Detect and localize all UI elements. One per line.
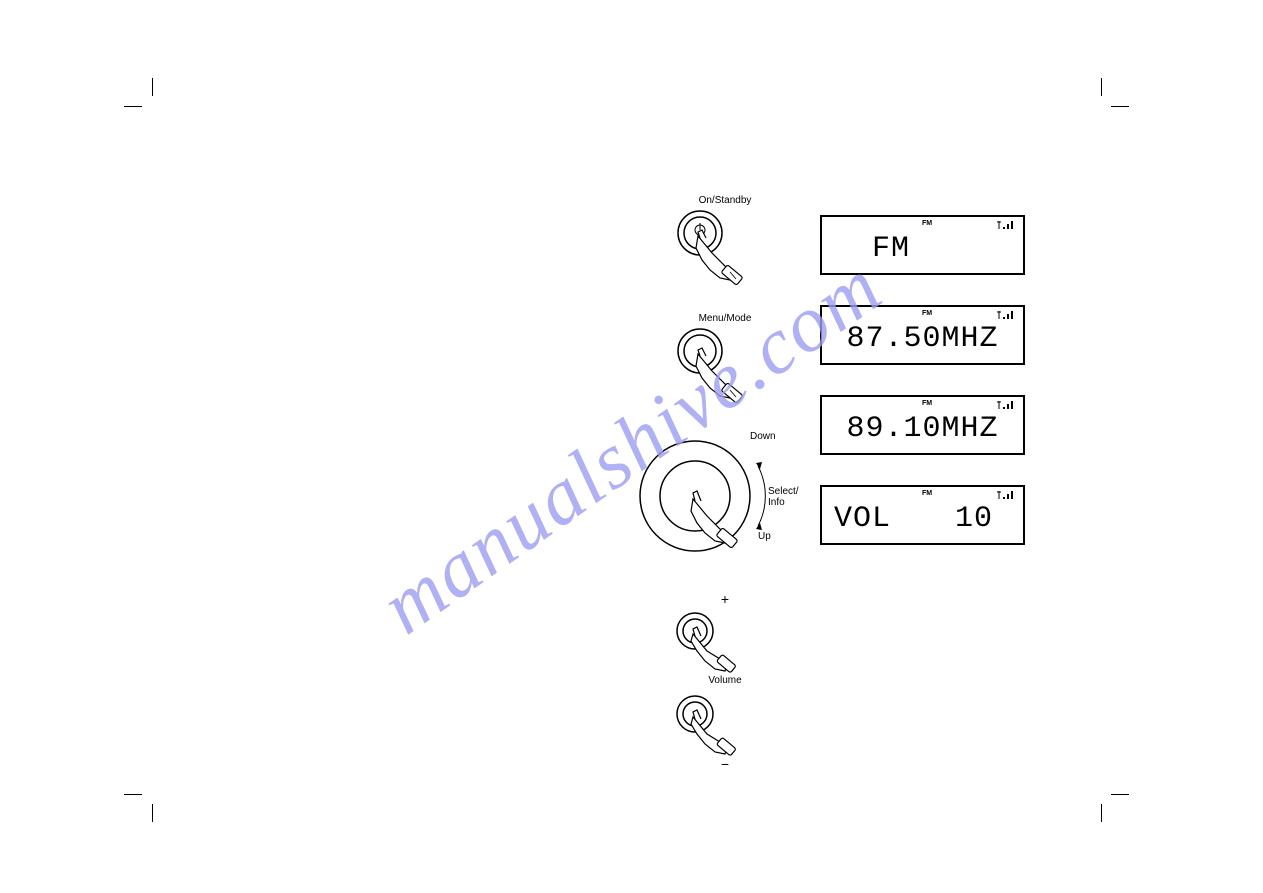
on-standby-button-icon bbox=[670, 208, 750, 308]
lcd2-fm-indicator: FM bbox=[922, 310, 932, 317]
lcd4-signal-icon bbox=[997, 489, 1015, 501]
rotary-dial-group: Down Select/ Info Up bbox=[640, 431, 780, 581]
lcd1-main-text: FM bbox=[822, 232, 1023, 266]
volume-plus-group: + Volume bbox=[670, 591, 780, 686]
lcd-display-3: FM 89.10MHZ bbox=[820, 395, 1025, 455]
on-standby-group: On/Standby bbox=[670, 195, 780, 308]
menu-mode-button-icon bbox=[670, 326, 750, 426]
lcd3-main-text: 89.10MHZ bbox=[822, 412, 1023, 446]
volume-minus-group: − bbox=[670, 692, 780, 772]
lcd1-signal-icon bbox=[997, 219, 1015, 231]
dial-down-label: Down bbox=[750, 431, 776, 442]
lcd4-fm-indicator: FM bbox=[922, 490, 932, 497]
displays-column: FM FM FM 87.50MHZ FM 89.10MHZ FM VOL 10 bbox=[820, 215, 1025, 575]
dial-info-label: Info bbox=[768, 497, 785, 508]
volume-plus-label: + bbox=[670, 591, 780, 607]
lcd-display-1: FM FM bbox=[820, 215, 1025, 275]
lcd3-signal-icon bbox=[997, 399, 1015, 411]
menu-mode-group: Menu/Mode bbox=[670, 313, 780, 426]
dial-select-label: Select/ bbox=[768, 486, 799, 497]
lcd4-right-text: 10 bbox=[955, 502, 993, 536]
on-standby-label: On/Standby bbox=[670, 195, 780, 206]
dial-up-label: Up bbox=[758, 531, 771, 542]
controls-column: On/Standby Menu/Mode bbox=[640, 195, 780, 782]
volume-plus-button-icon bbox=[670, 609, 750, 679]
lcd1-fm-indicator: FM bbox=[922, 220, 932, 227]
lcd4-left-text: VOL bbox=[834, 502, 891, 536]
lcd-display-4: FM VOL 10 bbox=[820, 485, 1025, 545]
lcd2-main-text: 87.50MHZ bbox=[822, 322, 1023, 356]
volume-label: Volume bbox=[670, 675, 780, 686]
menu-mode-label: Menu/Mode bbox=[670, 313, 780, 324]
volume-minus-button-icon bbox=[670, 692, 750, 762]
lcd-display-2: FM 87.50MHZ bbox=[820, 305, 1025, 365]
lcd3-fm-indicator: FM bbox=[922, 400, 932, 407]
volume-minus-label: − bbox=[670, 756, 780, 772]
lcd2-signal-icon bbox=[997, 309, 1015, 321]
